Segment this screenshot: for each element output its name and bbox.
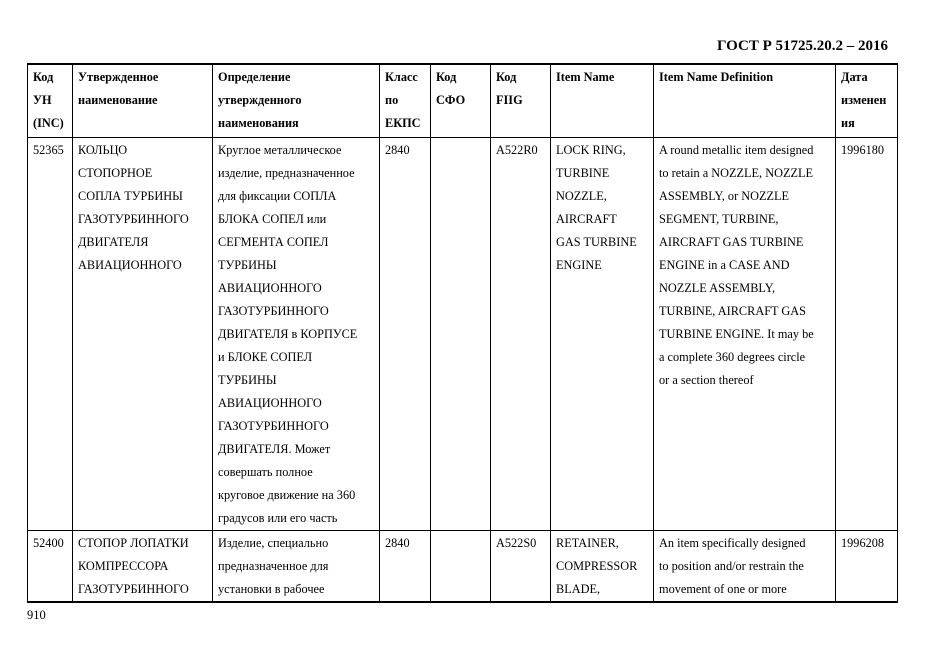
cell-fiig: A522R0 xyxy=(490,137,551,531)
standard-designation: ГОСТ Р 51725.20.2 – 2016 xyxy=(716,38,888,54)
col-inc: Код УН (INC) xyxy=(27,63,73,138)
page-number: 910 xyxy=(27,608,46,622)
cell-date: 1996208 xyxy=(835,530,898,603)
col-definition: Определение утвержденного наименования xyxy=(212,63,380,138)
col-approved-name: Утвержденное наименование xyxy=(72,63,213,138)
cell-sfo xyxy=(430,137,491,531)
col-class: Класс по ЕКПС xyxy=(379,63,431,138)
cell-definition: Круглое металлическое изделие, предназна… xyxy=(212,137,380,531)
cell-inc: 52400 xyxy=(27,530,73,603)
cell-approved-name: СТОПОР ЛОПАТКИ КОМПРЕССОРА ГАЗОТУРБИННОГ… xyxy=(72,530,213,603)
col-sfo: Код СФО xyxy=(430,63,491,138)
cell-definition: Изделие, специально предназначенное для … xyxy=(212,530,380,603)
col-item-name: Item Name xyxy=(550,63,654,138)
cell-item-definition: An item specifically designed to positio… xyxy=(653,530,836,603)
table-header-row: Код УН (INC) Утвержденное наименование О… xyxy=(27,63,898,138)
col-date: Дата изменен ия xyxy=(835,63,898,138)
cell-approved-name: КОЛЬЦО СТОПОРНОЕ СОПЛА ТУРБИНЫ ГАЗОТУРБИ… xyxy=(72,137,213,531)
item-names-table: Код УН (INC) Утвержденное наименование О… xyxy=(27,63,898,603)
table-row: 52365 КОЛЬЦО СТОПОРНОЕ СОПЛА ТУРБИНЫ ГАЗ… xyxy=(27,137,898,531)
cell-class: 2840 xyxy=(379,530,431,603)
cell-sfo xyxy=(430,530,491,603)
cell-fiig: A522S0 xyxy=(490,530,551,603)
col-item-definition: Item Name Definition xyxy=(653,63,836,138)
cell-inc: 52365 xyxy=(27,137,73,531)
cell-item-name: RETAINER, COMPRESSOR BLADE, xyxy=(550,530,654,603)
cell-item-definition: A round metallic item designed to retain… xyxy=(653,137,836,531)
table-row: 52400 СТОПОР ЛОПАТКИ КОМПРЕССОРА ГАЗОТУР… xyxy=(27,530,898,603)
cell-class: 2840 xyxy=(379,137,431,531)
col-fiig: Код FIIG xyxy=(490,63,551,138)
cell-item-name: LOCK RING, TURBINE NOZZLE, AIRCRAFT GAS … xyxy=(550,137,654,531)
cell-date: 1996180 xyxy=(835,137,898,531)
